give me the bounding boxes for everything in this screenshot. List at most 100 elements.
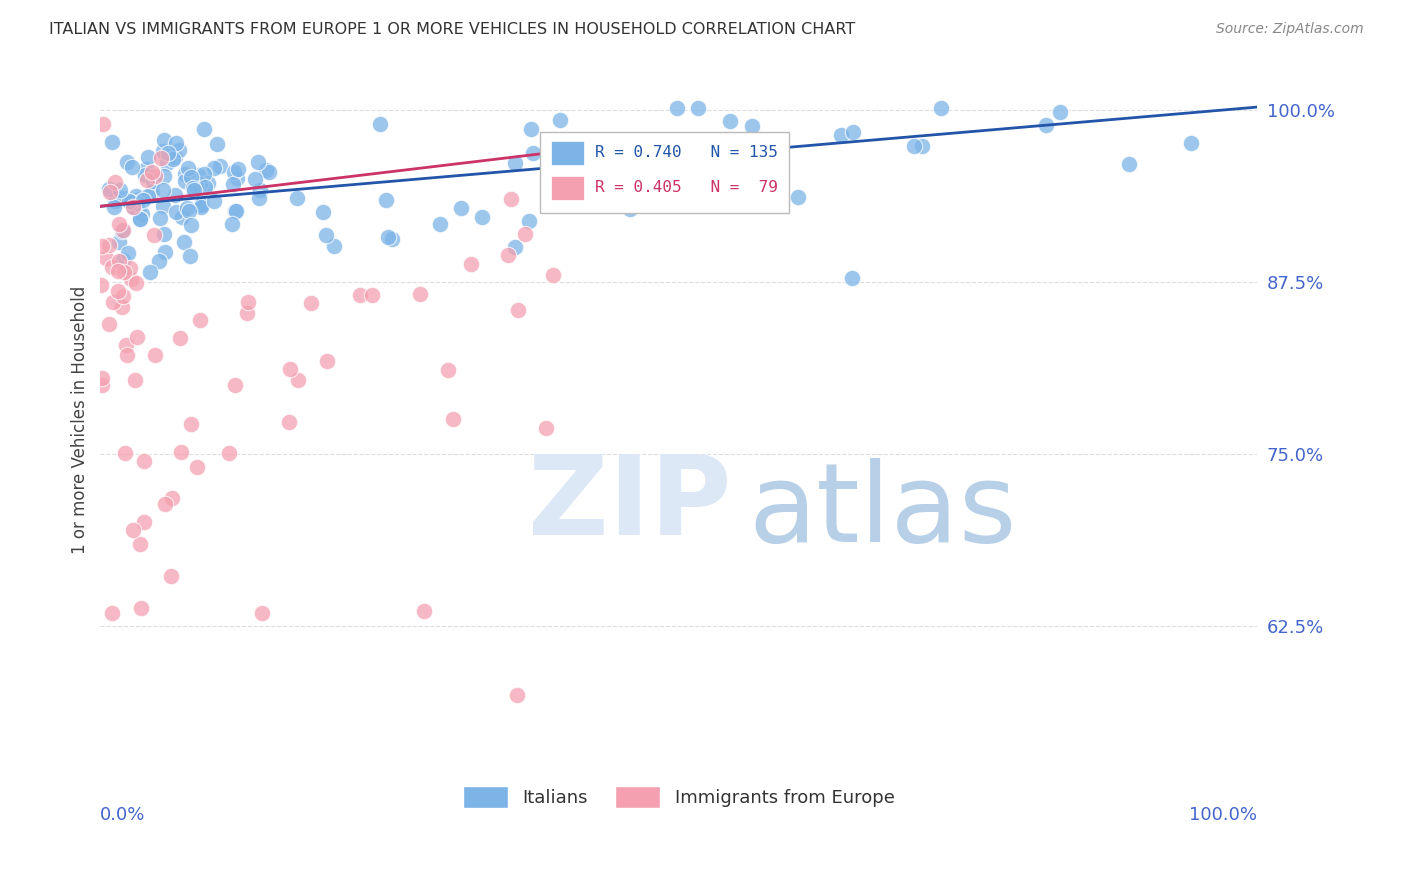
Point <box>167 144 190 158</box>
Point <box>170 445 193 459</box>
Point <box>127 195 149 210</box>
Point <box>160 568 183 582</box>
Point <box>141 185 163 199</box>
Point <box>142 227 165 242</box>
Point <box>520 121 543 136</box>
Point <box>278 415 301 429</box>
Point <box>315 353 337 368</box>
Point <box>128 212 150 227</box>
Point <box>725 159 748 173</box>
Point <box>1118 157 1140 171</box>
Point <box>202 161 225 176</box>
Point <box>91 378 114 392</box>
Point <box>132 193 155 207</box>
Point <box>506 689 529 703</box>
Point <box>193 167 215 181</box>
Point <box>574 170 596 185</box>
Bar <box>551 176 583 201</box>
Point <box>169 331 191 345</box>
Point <box>668 156 690 170</box>
Point <box>162 153 184 167</box>
Point <box>257 165 280 179</box>
Point <box>205 137 228 152</box>
Point <box>183 180 205 194</box>
Point <box>249 191 271 205</box>
Point <box>543 268 565 282</box>
Point <box>179 204 201 219</box>
Point <box>101 606 124 620</box>
Point <box>619 202 641 217</box>
Point <box>163 188 186 202</box>
Point <box>222 177 245 191</box>
Point <box>111 191 134 205</box>
Point <box>441 411 464 425</box>
Point <box>152 183 174 197</box>
Point <box>496 247 519 261</box>
Point <box>508 303 530 318</box>
Point <box>108 235 131 249</box>
FancyBboxPatch shape <box>540 132 789 212</box>
Point <box>190 198 212 212</box>
Point <box>104 194 127 209</box>
Point <box>841 271 863 285</box>
Point <box>315 227 337 242</box>
Point <box>128 537 150 551</box>
Point <box>135 162 157 177</box>
Point <box>142 174 165 188</box>
Point <box>574 166 596 180</box>
Point <box>225 204 247 219</box>
Point <box>165 136 187 150</box>
Point <box>174 167 197 181</box>
Point <box>655 132 678 146</box>
Y-axis label: 1 or more Vehicles in Household: 1 or more Vehicles in Household <box>72 285 89 554</box>
Point <box>548 112 571 127</box>
Text: Source: ZipAtlas.com: Source: ZipAtlas.com <box>1216 22 1364 37</box>
Point <box>149 211 172 226</box>
Point <box>149 152 172 166</box>
Point <box>704 178 727 193</box>
Point <box>375 193 398 207</box>
Point <box>368 117 391 131</box>
Point <box>620 170 643 185</box>
Text: ITALIAN VS IMMIGRANTS FROM EUROPE 1 OR MORE VEHICLES IN HOUSEHOLD CORRELATION CH: ITALIAN VS IMMIGRANTS FROM EUROPE 1 OR M… <box>49 22 855 37</box>
Point <box>717 140 740 154</box>
Point <box>107 254 129 268</box>
Point <box>122 200 145 214</box>
Point <box>121 201 143 215</box>
Point <box>118 194 141 208</box>
Point <box>180 169 202 184</box>
Point <box>129 211 152 226</box>
Point <box>252 606 274 620</box>
Point <box>156 146 179 161</box>
Point <box>1035 118 1057 132</box>
Point <box>186 460 208 475</box>
Point <box>114 265 136 279</box>
Point <box>830 128 852 142</box>
Text: ZIP: ZIP <box>529 450 731 558</box>
Point <box>429 217 451 231</box>
Point <box>120 271 142 285</box>
Point <box>98 238 121 252</box>
Point <box>193 122 215 136</box>
Point <box>129 600 152 615</box>
Text: 100.0%: 100.0% <box>1189 806 1257 824</box>
Point <box>143 348 166 362</box>
Point <box>666 102 689 116</box>
Point <box>903 139 925 153</box>
Point <box>112 223 135 237</box>
Point <box>278 362 301 376</box>
Point <box>117 154 139 169</box>
Point <box>96 251 118 265</box>
Point <box>634 136 657 151</box>
Point <box>97 182 120 196</box>
Point <box>125 189 148 203</box>
Point <box>236 294 259 309</box>
Point <box>636 147 658 161</box>
Point <box>787 190 810 204</box>
Point <box>90 277 112 292</box>
Point <box>143 169 166 184</box>
Point <box>517 214 540 228</box>
Point <box>101 260 124 275</box>
Point <box>221 217 243 231</box>
Point <box>522 145 544 160</box>
